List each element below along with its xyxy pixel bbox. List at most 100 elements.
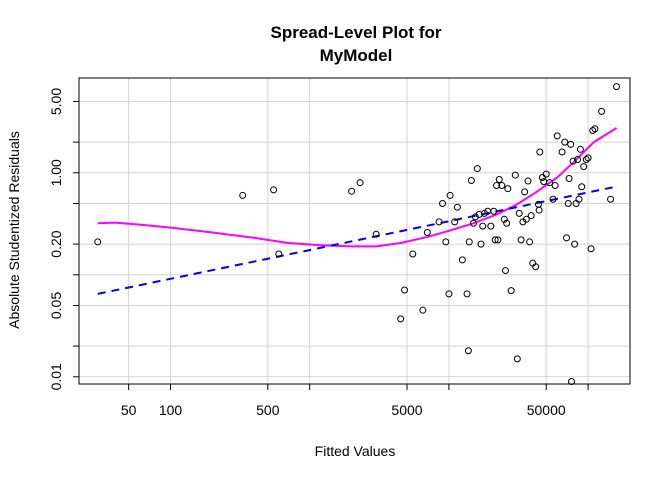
data-point (578, 183, 586, 191)
data-point (526, 238, 534, 246)
data-point (551, 182, 559, 190)
data-point (535, 206, 543, 214)
data-point (348, 187, 356, 195)
data-point (571, 240, 579, 248)
x-tick-label: 5000 (391, 402, 422, 418)
data-point (591, 125, 599, 133)
data-point (575, 195, 583, 203)
data-point (419, 306, 427, 314)
plot-frame (78, 77, 631, 385)
data-point (513, 355, 521, 363)
smooth-line-layer (97, 127, 618, 248)
data-point (532, 263, 540, 271)
data-point (574, 156, 582, 164)
data-point (465, 238, 473, 246)
data-point (527, 212, 535, 220)
data-point (464, 347, 472, 355)
data-point (500, 215, 508, 223)
data-point (501, 267, 509, 275)
y-tick-label: 0.05 (48, 292, 64, 319)
data-point (494, 236, 502, 244)
data-point (423, 228, 431, 236)
data-point (569, 157, 577, 165)
data-point (517, 236, 525, 244)
data-point (498, 182, 506, 190)
chart-title-line-2: MyModel (320, 46, 393, 65)
points-layer (94, 83, 621, 385)
data-point (536, 148, 544, 156)
data-point (469, 219, 477, 227)
data-point (522, 215, 530, 223)
y-axis: 0.01 0.05 0.20 1.00 5.00 (48, 88, 79, 390)
data-point (503, 219, 511, 227)
data-point (270, 186, 278, 194)
data-point (463, 290, 471, 298)
data-point (584, 154, 592, 162)
data-point (589, 126, 597, 134)
data-point (563, 234, 571, 242)
data-point (409, 250, 417, 258)
smooth-line (97, 127, 618, 248)
data-point (487, 222, 495, 230)
data-point (542, 170, 550, 178)
data-point (479, 222, 487, 230)
data-point (94, 238, 102, 246)
y-axis-label: Absolute Studentized Residuals (6, 131, 22, 329)
data-point (504, 185, 512, 193)
data-point (561, 138, 569, 146)
data-point (558, 148, 566, 156)
data-point (239, 191, 247, 199)
data-point (467, 177, 475, 185)
data-point (475, 211, 483, 219)
data-point (458, 256, 466, 264)
data-point (275, 250, 283, 258)
data-point (582, 156, 590, 164)
data-point (565, 174, 573, 182)
data-point (613, 83, 621, 91)
y-tick-label: 5.00 (48, 88, 64, 115)
x-tick-label: 100 (159, 402, 183, 418)
grid-layer (79, 78, 630, 384)
x-axis: 50 100 500 5000 50000 (121, 384, 589, 418)
data-point (453, 203, 461, 211)
data-point (372, 230, 380, 238)
data-point (580, 163, 588, 171)
data-point (490, 207, 498, 215)
fit-line-layer (97, 186, 613, 295)
y-tick-label: 1.00 (48, 159, 64, 186)
data-point (473, 165, 481, 173)
data-point (471, 213, 479, 221)
data-point (567, 140, 575, 148)
x-tick-label: 500 (256, 402, 280, 418)
data-point (524, 177, 532, 185)
data-point (446, 191, 454, 199)
data-point (564, 200, 572, 208)
x-tick-label: 50 (121, 402, 137, 418)
data-point (491, 236, 499, 244)
data-point (515, 209, 523, 217)
data-point (576, 145, 584, 153)
x-axis-label: Fitted Values (315, 443, 396, 459)
data-point (546, 179, 554, 187)
data-point (435, 218, 443, 226)
data-point (521, 188, 529, 196)
y-tick-label: 0.20 (48, 230, 64, 257)
data-point (442, 238, 450, 246)
data-point (445, 290, 453, 298)
data-point (538, 173, 546, 181)
data-point (451, 218, 459, 226)
chart-title-line-1: Spread-Level Plot for (271, 23, 442, 42)
data-point (549, 195, 557, 203)
x-tick-label: 50000 (527, 402, 566, 418)
data-point (477, 240, 485, 248)
data-point (553, 132, 561, 140)
data-point (507, 287, 515, 295)
data-point (511, 171, 519, 179)
data-point (598, 107, 606, 115)
data-point (587, 245, 595, 253)
fit-line (97, 186, 613, 295)
data-point (493, 182, 501, 190)
data-point (397, 315, 405, 323)
